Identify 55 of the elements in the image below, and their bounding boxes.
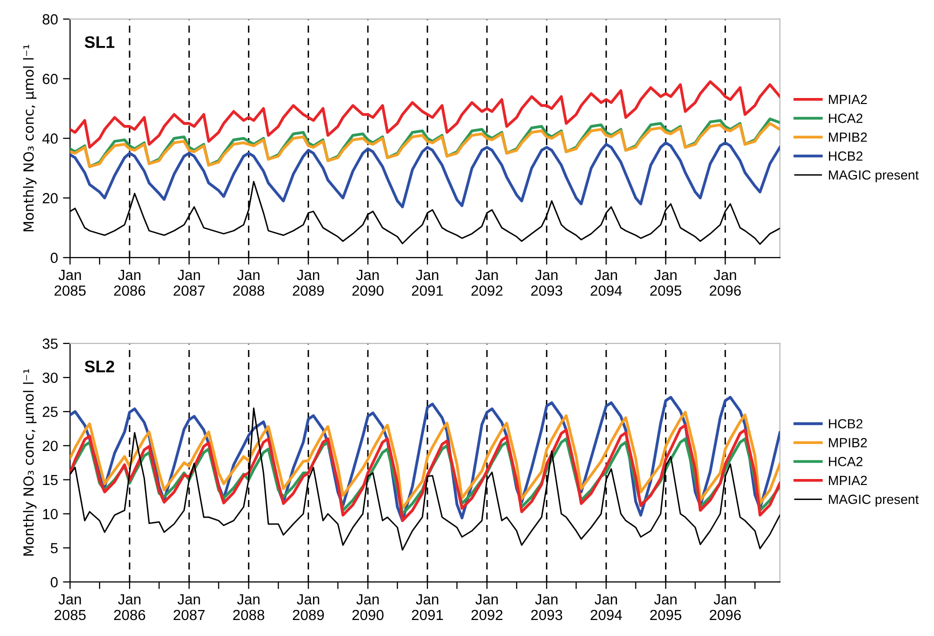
y-axis-title: Monthly NO₃ conc, µmol l⁻¹ <box>23 44 36 232</box>
legend-label: MPIA2 <box>828 476 867 485</box>
y-tick-label: 40 <box>42 133 58 144</box>
legend-label: MPIB2 <box>828 132 867 142</box>
x-tick-label: Jan 2094 <box>590 594 622 620</box>
y-tick-label: 15 <box>43 474 58 486</box>
legend-label: HCA2 <box>828 114 862 123</box>
x-tick-label: Jan 2089 <box>292 270 324 296</box>
legend-label: HCA2 <box>828 456 862 466</box>
x-tick-label: Jan 2092 <box>471 270 502 296</box>
x-tick-label: Jan 2095 <box>650 270 682 296</box>
legend-label: MPIB2 <box>828 438 867 448</box>
legend-label: HCB2 <box>828 151 862 161</box>
x-tick-label: Jan 2087 <box>174 594 205 620</box>
y-tick-label: 20 <box>42 193 58 204</box>
y-tick-label: 5 <box>50 543 58 554</box>
text: SL2 <box>84 360 114 372</box>
x-tick-label: Jan 2086 <box>114 594 146 620</box>
x-tick-label: Jan 2087 <box>174 270 205 296</box>
line-series <box>70 80 780 149</box>
text: SL1 <box>84 36 114 48</box>
legend-label: MAGIC present <box>828 494 919 507</box>
y-tick-label: 30 <box>42 372 58 383</box>
x-tick-label: Jan 2090 <box>352 594 384 620</box>
y-tick-label: 0 <box>50 577 58 588</box>
x-tick-label: Jan 2096 <box>710 270 741 296</box>
legend-label: MPIA2 <box>828 94 867 104</box>
y-tick-label: 20 <box>42 440 58 452</box>
y-axis-title: Monthly NO₃ conc, µmol l⁻¹ <box>23 369 36 556</box>
x-tick-label: Jan 2095 <box>650 594 682 620</box>
x-tick-label: Jan 2092 <box>471 594 502 620</box>
x-tick-label: Jan 2090 <box>352 270 384 296</box>
x-tick-label: Jan 2085 <box>54 594 86 620</box>
y-tick-label: 25 <box>42 406 58 418</box>
x-tick-label: Jan 2089 <box>292 594 324 620</box>
y-tick-label: 10 <box>43 508 58 520</box>
y-tick-label: 80 <box>42 14 58 25</box>
y-tick-label: 0 <box>50 252 58 264</box>
x-tick-label: Jan 2088 <box>233 594 264 620</box>
line-series <box>70 141 780 208</box>
y-tick-label: 60 <box>42 74 58 84</box>
x-tick-label: Jan 2093 <box>531 594 562 620</box>
legend-label: HCB2 <box>828 419 862 428</box>
x-tick-label: Jan 2088 <box>233 270 264 296</box>
line-series <box>70 410 780 510</box>
x-tick-label: Jan 2091 <box>412 270 443 296</box>
x-tick-label: Jan 2085 <box>54 270 86 296</box>
x-tick-label: Jan 2086 <box>114 270 146 296</box>
x-tick-label: Jan 2091 <box>412 594 443 620</box>
x-tick-label: Jan 2096 <box>710 594 741 620</box>
y-tick-label: 35 <box>42 338 58 349</box>
line-series <box>70 424 780 522</box>
x-tick-label: Jan 2093 <box>531 270 562 296</box>
x-tick-label: Jan 2094 <box>590 270 622 296</box>
legend-label: MAGIC present <box>828 170 919 182</box>
